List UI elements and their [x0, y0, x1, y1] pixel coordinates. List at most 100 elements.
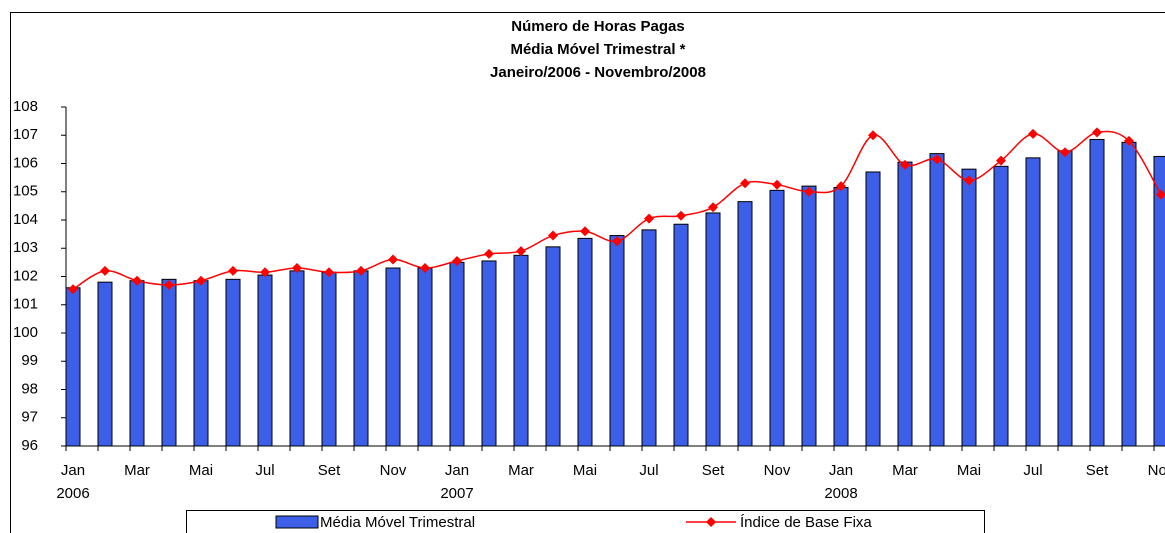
bar	[481, 260, 497, 447]
line-marker	[1124, 135, 1134, 146]
y-tick-label: 104	[13, 211, 38, 228]
line-marker	[388, 254, 398, 265]
legend-marker	[706, 517, 716, 527]
legend-label: Índice de Base Fixa	[740, 514, 872, 531]
bar	[225, 278, 241, 447]
y-tick-label: 98	[21, 380, 38, 397]
line-marker	[164, 279, 174, 290]
line-marker	[996, 155, 1006, 166]
line-marker	[964, 175, 974, 186]
line-marker	[260, 267, 270, 278]
x-year-label: 2006	[56, 485, 89, 502]
x-tick-label: Nov	[764, 462, 791, 479]
y-tick-label: 105	[13, 183, 38, 200]
y-tick-label: 102	[13, 267, 38, 284]
legend-box	[186, 510, 985, 533]
x-year-label: 2008	[824, 485, 857, 502]
x-tick-label: Mar	[508, 462, 534, 479]
bar	[609, 235, 625, 447]
line-marker	[356, 265, 366, 276]
x-tick-label: Nov	[1148, 462, 1165, 479]
line-marker	[740, 178, 750, 189]
bar	[321, 271, 337, 447]
bar	[289, 270, 305, 447]
x-tick-label: Set	[318, 462, 341, 479]
line-marker	[228, 265, 238, 276]
bar	[993, 165, 1009, 447]
y-tick-label: 107	[13, 126, 38, 143]
line-marker	[836, 181, 846, 192]
y-tick-label: 108	[13, 98, 38, 115]
line-marker	[1156, 189, 1165, 200]
bar	[1121, 141, 1137, 447]
line-marker	[580, 226, 590, 237]
y-tick-label: 96	[21, 437, 38, 454]
bar	[65, 287, 81, 447]
line-marker	[484, 248, 494, 259]
x-tick-label: Mai	[573, 462, 597, 479]
bar	[129, 280, 145, 447]
x-tick-label: Jul	[255, 462, 274, 479]
x-tick-label: Jul	[639, 462, 658, 479]
chart-frame	[10, 12, 1165, 533]
bar	[673, 223, 689, 447]
line-marker	[516, 246, 526, 257]
line-marker	[1028, 128, 1038, 139]
line-marker	[804, 186, 814, 197]
x-tick-label: Jan	[829, 462, 853, 479]
chart-period: Janeiro/2006 - Novembro/2008	[490, 64, 706, 81]
line-marker	[452, 255, 462, 266]
bar	[449, 261, 465, 447]
line-marker	[612, 236, 622, 247]
bar	[1057, 150, 1073, 447]
x-tick-label: Mar	[124, 462, 150, 479]
x-tick-label: Jan	[445, 462, 469, 479]
bar	[417, 267, 433, 447]
line-marker	[1060, 147, 1070, 158]
legend-label: Média Móvel Trimestral	[320, 514, 475, 531]
bar	[513, 254, 529, 447]
line-marker	[420, 263, 430, 274]
bar	[705, 212, 721, 447]
bar	[193, 280, 209, 447]
chart-subtitle: Média Móvel Trimestral *	[510, 41, 685, 58]
line-marker	[196, 275, 206, 286]
y-tick-label: 100	[13, 324, 38, 341]
bar	[833, 187, 849, 447]
bar	[641, 229, 657, 447]
line-marker	[932, 154, 942, 165]
line-marker	[1092, 127, 1102, 138]
line-marker	[900, 159, 910, 170]
line-marker	[548, 230, 558, 241]
bar	[577, 237, 593, 447]
bar	[801, 185, 817, 447]
bar	[97, 281, 113, 447]
bar	[545, 246, 561, 447]
line-marker	[708, 202, 718, 213]
bar	[1025, 157, 1041, 447]
y-tick-label: 103	[13, 239, 38, 256]
line-marker	[132, 275, 142, 286]
chart-title: Número de Horas Pagas	[511, 18, 684, 35]
y-tick-label: 99	[21, 352, 38, 369]
x-tick-label: Mai	[957, 462, 981, 479]
x-tick-label: Jul	[1023, 462, 1042, 479]
legend-swatch	[275, 515, 319, 529]
bar	[865, 171, 881, 447]
x-tick-label: Nov	[380, 462, 407, 479]
x-tick-label: Mai	[189, 462, 213, 479]
x-tick-label: Mar	[892, 462, 918, 479]
bar	[737, 201, 753, 447]
line-marker	[868, 130, 878, 141]
y-tick-label: 101	[13, 296, 38, 313]
bar	[929, 153, 945, 447]
bar	[961, 168, 977, 447]
line-marker	[676, 210, 686, 221]
line-marker	[68, 284, 78, 295]
line-marker	[644, 213, 654, 224]
bar	[769, 189, 785, 447]
bar	[161, 278, 177, 447]
line-marker	[324, 267, 334, 278]
plot: 96 97 98 99 100 101 102 103 104 105 106 107 108 Jan 20…	[13, 98, 1165, 502]
